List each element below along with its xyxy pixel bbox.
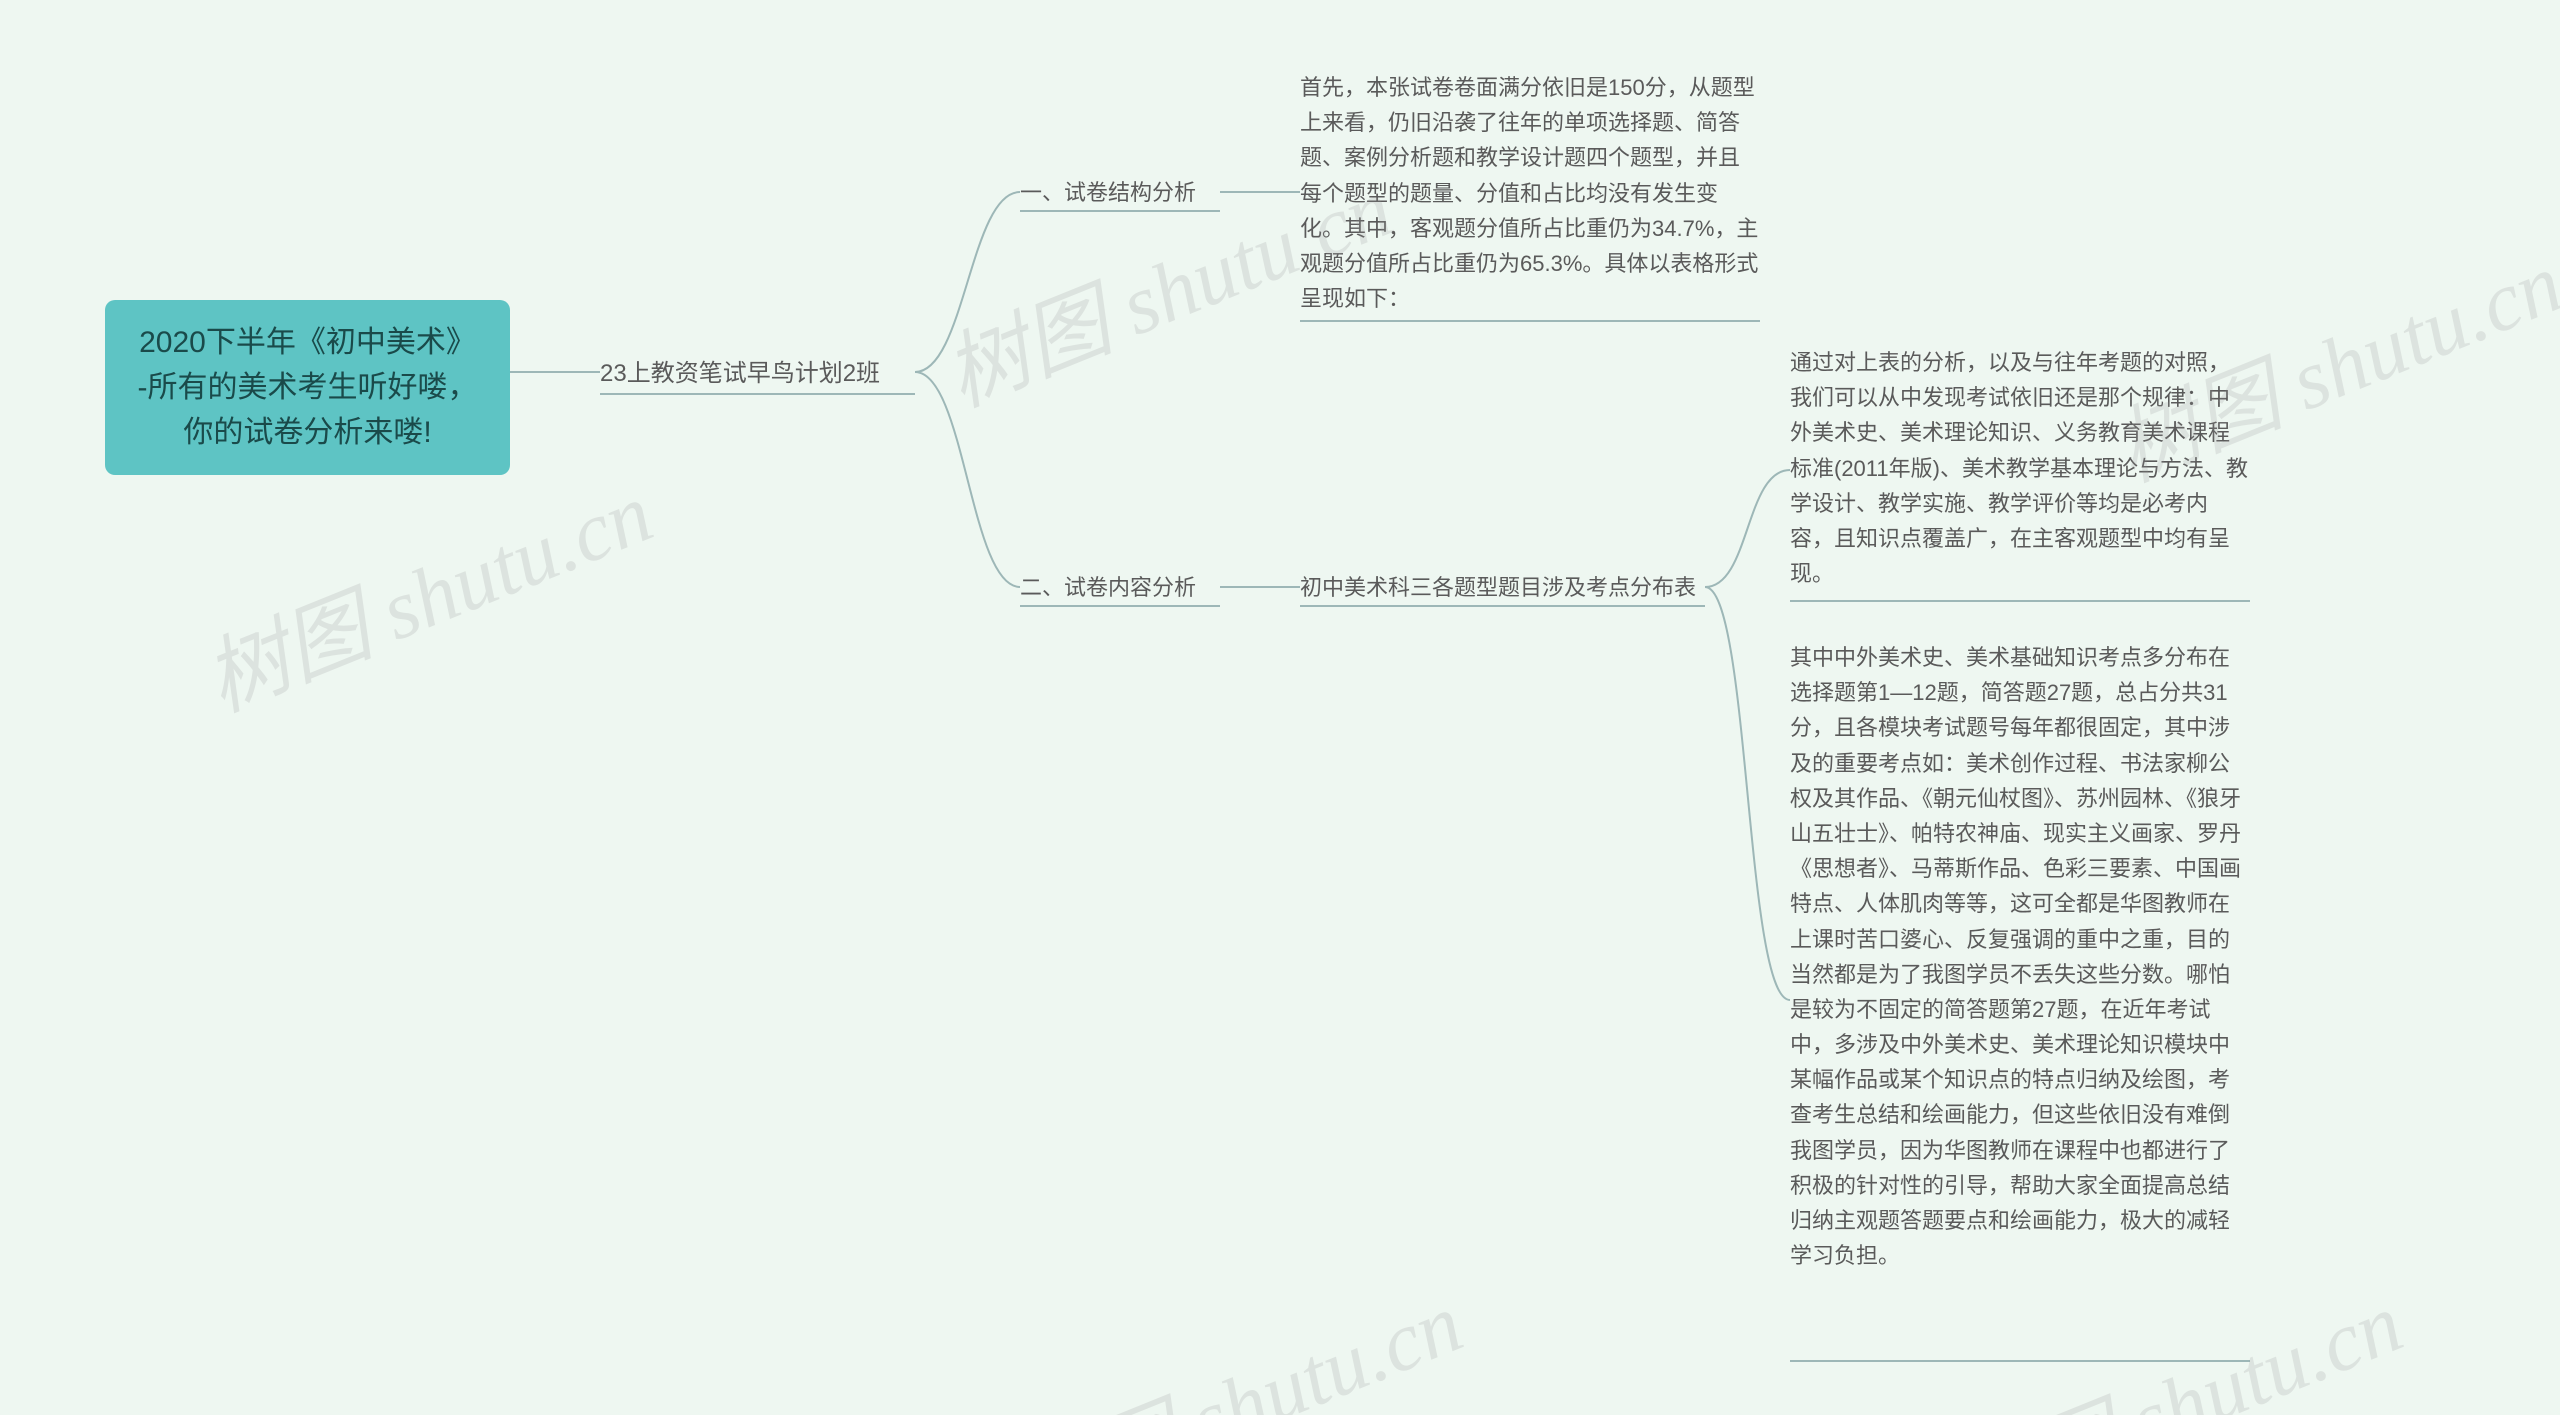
node-branch-b: 二、试卷内容分析: [1020, 570, 1220, 605]
underline-branch-a: [1020, 210, 1220, 212]
root-line3: 你的试卷分析来喽!: [127, 410, 488, 455]
underline-branch-a-content: [1300, 320, 1760, 322]
root-line1: 2020下半年《初中美术》: [127, 320, 488, 365]
underline-branch-b-c1: [1790, 600, 2250, 602]
node-branch-b-child: 初中美术科三各题型题目涉及考点分布表: [1300, 570, 1705, 605]
node-branch-b-content2: 其中中外美术史、美术基础知识考点多分布在选择题第1—12题，简答题27题，总占分…: [1790, 640, 2250, 1273]
underline-branch-b-c2: [1790, 1360, 2250, 1362]
node-branch-b-content1: 通过对上表的分析，以及与往年考题的对照，我们可以从中发现考试依旧还是那个规律：中…: [1790, 345, 2250, 591]
underline-branch-b: [1020, 605, 1220, 607]
mindmap-root: 2020下半年《初中美术》 -所有的美术考生听好喽， 你的试卷分析来喽!: [105, 300, 510, 475]
underline-branch-b-child: [1300, 605, 1705, 607]
node-level1: 23上教资笔试早鸟计划2班: [600, 355, 915, 393]
root-line2: -所有的美术考生听好喽，: [127, 365, 488, 410]
node-branch-a: 一、试卷结构分析: [1020, 175, 1220, 210]
underline-level1: [600, 393, 915, 395]
node-branch-a-content: 首先，本张试卷卷面满分依旧是150分，从题型上来看，仍旧沿袭了往年的单项选择题、…: [1300, 70, 1760, 316]
